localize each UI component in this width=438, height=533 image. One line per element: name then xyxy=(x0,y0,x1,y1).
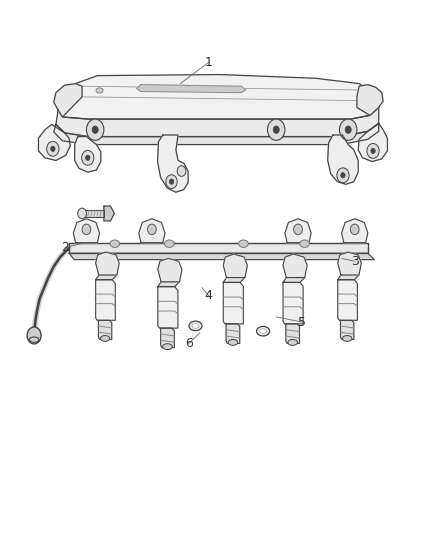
Polygon shape xyxy=(357,123,387,161)
Polygon shape xyxy=(337,252,360,275)
Polygon shape xyxy=(104,206,114,221)
Polygon shape xyxy=(56,108,378,136)
Text: 6: 6 xyxy=(184,337,192,350)
Ellipse shape xyxy=(162,344,172,350)
Ellipse shape xyxy=(100,336,110,341)
Circle shape xyxy=(166,175,177,189)
Polygon shape xyxy=(285,324,299,343)
Circle shape xyxy=(366,143,378,158)
Circle shape xyxy=(81,150,94,165)
Polygon shape xyxy=(327,135,357,184)
Polygon shape xyxy=(95,275,117,280)
Polygon shape xyxy=(283,278,304,282)
Circle shape xyxy=(370,148,374,154)
Circle shape xyxy=(350,224,358,235)
Ellipse shape xyxy=(287,340,297,345)
Ellipse shape xyxy=(228,340,237,345)
Circle shape xyxy=(47,141,59,156)
Polygon shape xyxy=(284,219,311,243)
Polygon shape xyxy=(82,211,104,216)
Polygon shape xyxy=(158,287,177,328)
Text: 2: 2 xyxy=(60,241,68,254)
Polygon shape xyxy=(69,253,374,260)
Text: 3: 3 xyxy=(350,255,358,268)
Text: 4: 4 xyxy=(204,289,212,302)
Ellipse shape xyxy=(29,337,39,342)
Circle shape xyxy=(92,126,98,133)
Circle shape xyxy=(82,224,91,235)
Ellipse shape xyxy=(259,329,266,334)
Polygon shape xyxy=(58,75,378,119)
Polygon shape xyxy=(341,219,367,243)
Polygon shape xyxy=(53,84,82,117)
Ellipse shape xyxy=(96,88,103,93)
Circle shape xyxy=(340,173,344,178)
Polygon shape xyxy=(356,85,382,115)
Ellipse shape xyxy=(256,326,269,336)
Polygon shape xyxy=(340,320,353,340)
Polygon shape xyxy=(337,280,357,320)
Polygon shape xyxy=(39,124,70,160)
Ellipse shape xyxy=(342,336,351,341)
Polygon shape xyxy=(69,243,367,253)
Polygon shape xyxy=(138,219,165,243)
Circle shape xyxy=(27,327,41,344)
Circle shape xyxy=(169,179,173,184)
Polygon shape xyxy=(223,254,247,278)
Polygon shape xyxy=(53,123,378,144)
Circle shape xyxy=(339,119,356,140)
Circle shape xyxy=(267,119,284,140)
Ellipse shape xyxy=(110,240,119,247)
Polygon shape xyxy=(283,282,302,324)
Circle shape xyxy=(272,126,279,133)
Polygon shape xyxy=(98,320,112,340)
Text: 5: 5 xyxy=(298,316,306,329)
Ellipse shape xyxy=(238,240,248,247)
Ellipse shape xyxy=(191,324,198,328)
Polygon shape xyxy=(160,328,174,348)
Polygon shape xyxy=(223,278,244,282)
Polygon shape xyxy=(73,219,99,243)
Circle shape xyxy=(293,224,302,235)
Circle shape xyxy=(86,119,104,140)
Ellipse shape xyxy=(164,240,174,247)
Ellipse shape xyxy=(299,240,309,247)
Polygon shape xyxy=(74,136,101,172)
Polygon shape xyxy=(95,280,115,320)
Circle shape xyxy=(336,168,348,183)
Circle shape xyxy=(344,126,350,133)
Polygon shape xyxy=(223,282,243,324)
Polygon shape xyxy=(337,275,358,280)
Polygon shape xyxy=(283,254,307,278)
Polygon shape xyxy=(158,259,181,282)
Circle shape xyxy=(147,224,156,235)
Polygon shape xyxy=(157,135,187,192)
Polygon shape xyxy=(226,324,239,343)
Circle shape xyxy=(177,166,185,176)
Polygon shape xyxy=(136,85,245,93)
Text: 1: 1 xyxy=(204,56,212,69)
Polygon shape xyxy=(158,282,179,287)
Polygon shape xyxy=(95,252,119,275)
Ellipse shape xyxy=(188,321,201,330)
Circle shape xyxy=(78,208,86,219)
Circle shape xyxy=(50,146,55,151)
Circle shape xyxy=(85,155,90,160)
